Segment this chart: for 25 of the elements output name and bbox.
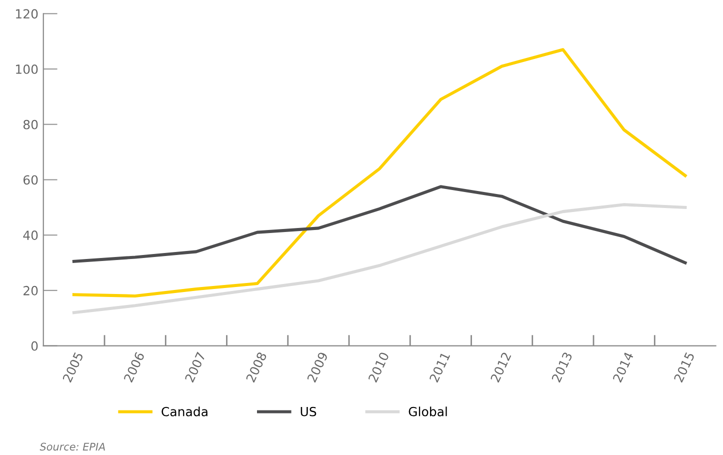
x-tick-label: 2006: [123, 351, 145, 383]
y-tick-label: 100: [16, 64, 38, 74]
x-tick-label: 2013: [551, 352, 573, 383]
legend-label: Canada: [162, 406, 208, 416]
x-tick-label: 2010: [368, 352, 390, 383]
y-tick-label: 80: [23, 120, 38, 130]
x-tick-label: 2007: [184, 352, 206, 383]
legend-label: US: [300, 406, 316, 416]
x-tick-label: 2011: [429, 352, 450, 383]
x-tick-label: 2015: [674, 352, 695, 383]
y-tick-label: 0: [31, 341, 38, 351]
y-tick-label: 40: [23, 230, 38, 240]
legend-label: Global: [408, 406, 447, 416]
y-tick-label: 120: [16, 9, 38, 19]
source-note: Source: EPIA: [40, 442, 105, 451]
x-tick-label: 2009: [306, 352, 328, 383]
x-tick-label: 2014: [612, 351, 634, 383]
x-tick-label: 2005: [62, 352, 84, 383]
x-tick-label: 2012: [490, 352, 512, 383]
y-tick-label: 60: [23, 175, 38, 185]
y-tick-label: 20: [24, 286, 38, 296]
line-series: [72, 203, 687, 314]
line-series: [72, 185, 687, 264]
line-series: [72, 48, 687, 298]
x-tick-label: 2008: [246, 352, 267, 383]
